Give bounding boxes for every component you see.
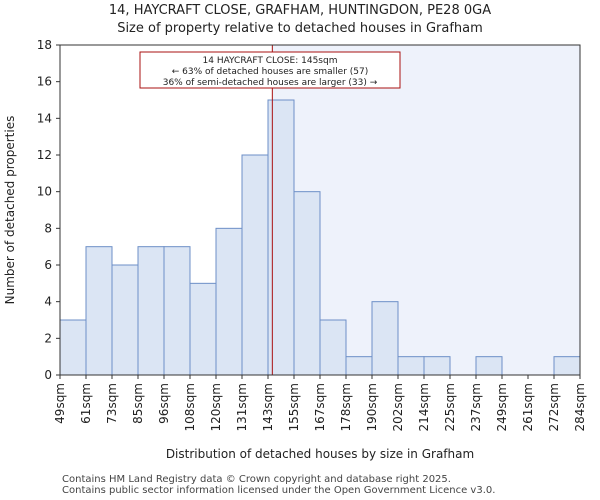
bar-214sqm [423,356,451,376]
x-tick-label: 49sqm [53,383,67,424]
annotation-title: 14 HAYCRAFT CLOSE: 145sqm [203,56,338,66]
bar-190sqm [371,301,399,376]
x-tick-label: 178sqm [339,383,353,431]
annotation-smaller: ← 63% of detached houses are smaller (57… [172,67,369,77]
plot-frame [59,44,581,376]
x-tick-label: 96sqm [157,383,171,424]
chart-title: Size of property relative to detached ho… [117,21,483,36]
bar-85sqm [137,246,165,376]
x-tick-label: 214sqm [417,383,431,431]
bar-120sqm [215,227,243,376]
x-tick-label: 131sqm [235,383,249,431]
x-tick-label: 120sqm [209,383,223,431]
x-tick-label: 237sqm [469,383,483,431]
x-tick-label: 190sqm [365,383,379,431]
x-tick-label: 73sqm [105,383,119,424]
y-tick-label: 0 [44,368,52,382]
annotation-box: 14 HAYCRAFT CLOSE: 145sqm ← 63% of detac… [139,51,401,89]
x-tick-label: 249sqm [495,383,509,431]
footer-licence: Contains public sector information licen… [62,485,496,496]
y-tick-label: 12 [37,148,52,162]
bar-73sqm [111,264,139,376]
x-tick-label: 272sqm [547,383,561,431]
bar-131sqm [241,154,269,376]
bar-155sqm [293,191,321,376]
x-tick-label: 85sqm [131,383,145,424]
y-tick-label: 10 [37,185,52,199]
bar-272sqm [553,356,581,376]
bar-chart: 0 2 4 6 8 10 12 14 16 18 49sqm 61sqm 73sqm 85sqm 96sq… [3,38,587,461]
chart-title-address: 14, HAYCRAFT CLOSE, GRAFHAM, HUNTINGDON,… [108,3,492,18]
x-axis-label: Distribution of detached houses by size … [166,447,474,461]
bar-96sqm [163,246,191,376]
y-tick-label: 16 [37,75,52,89]
bar-237sqm [475,356,503,376]
y-tick-label: 14 [37,111,52,125]
bar-108sqm [189,282,217,376]
y-tick-label: 18 [37,38,52,52]
x-tick-label: 225sqm [443,383,457,431]
x-tick-label: 61sqm [79,383,93,424]
x-tick-label: 155sqm [287,383,301,431]
y-tick-label: 8 [44,221,52,235]
x-tick-label: 167sqm [313,383,327,431]
x-tick-label: 284sqm [573,383,587,431]
x-tick-label: 202sqm [391,383,405,431]
bar-202sqm [397,356,425,376]
x-tick-label: 143sqm [261,383,275,431]
bar-178sqm [345,356,373,376]
bar-49sqm [59,319,87,376]
bar-167sqm [319,319,347,376]
y-tick-label: 4 [44,295,52,309]
bar-61sqm [85,246,113,376]
annotation-larger: 36% of semi-detached houses are larger (… [163,78,378,88]
x-tick-label: 108sqm [183,383,197,431]
x-tick-label: 261sqm [521,383,535,431]
y-tick-label: 6 [44,258,52,272]
footer-copyright: Contains HM Land Registry data © Crown c… [62,474,451,485]
y-tick-label: 2 [44,331,52,345]
y-axis-label: Number of detached properties [3,116,17,305]
